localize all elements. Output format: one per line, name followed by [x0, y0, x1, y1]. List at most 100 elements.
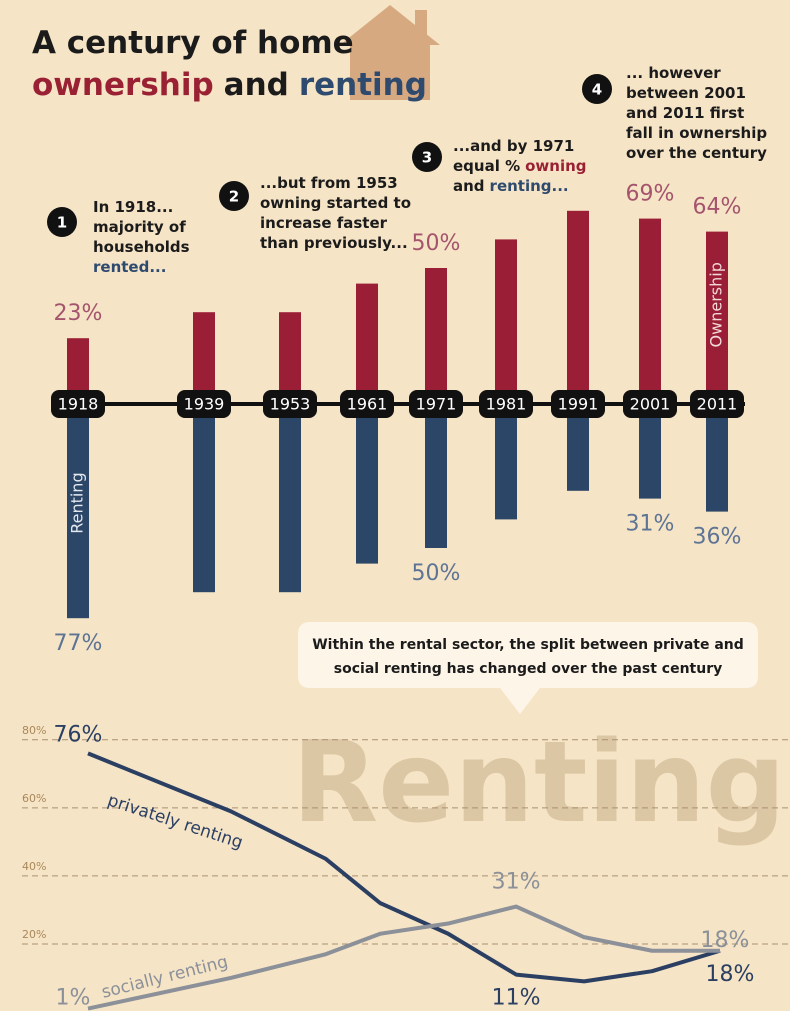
note-part: majority of: [93, 218, 186, 236]
title-part: renting: [299, 67, 427, 103]
value-label: 64%: [693, 195, 742, 220]
watermark: Renting: [292, 718, 786, 848]
note-part: renting...: [490, 177, 569, 195]
bar: [67, 338, 89, 398]
callout-box: [298, 622, 758, 714]
note-text: ...but from 1953: [260, 174, 398, 192]
note-part: ... however: [626, 64, 721, 82]
callout-text: social renting has changed over the past…: [334, 661, 722, 677]
note-text: ... however: [626, 64, 721, 82]
title-part: ownership: [32, 67, 214, 103]
line: [87, 751, 721, 984]
note-text: over the century: [626, 144, 767, 162]
note-badge: [47, 207, 77, 237]
bar: [356, 418, 378, 564]
value-label: 23%: [54, 301, 103, 326]
x-tick-label: 1991: [558, 395, 599, 414]
note-part: than previously...: [260, 234, 408, 252]
bar: [67, 418, 89, 619]
note-badge: [219, 181, 249, 211]
note-part: In 1918...: [93, 198, 173, 216]
note-text: fall in ownership: [626, 124, 767, 142]
note-number: 1: [57, 214, 67, 232]
x-tick-label: 1939: [184, 395, 225, 414]
value-label: 76%: [54, 722, 103, 747]
note-text: and 2011 first: [626, 104, 744, 122]
value-label: 50%: [412, 231, 461, 256]
note-text: majority of: [93, 218, 186, 236]
value-label: 31%: [492, 870, 541, 895]
value-label: 18%: [706, 962, 755, 987]
bar: [706, 231, 728, 398]
note-text: owning started to: [260, 194, 411, 212]
bar: [495, 239, 517, 398]
note-text: rented...: [93, 258, 166, 276]
legend-label: Renting: [68, 472, 87, 533]
note-part: households: [93, 238, 190, 256]
note-part: fall in ownership: [626, 124, 767, 142]
bar: [495, 418, 517, 520]
note-part: over the century: [626, 144, 767, 162]
value-label: 36%: [693, 525, 742, 550]
note-text: households: [93, 238, 190, 256]
note-part: equal %: [453, 157, 520, 175]
year-badge: [177, 390, 231, 418]
year-badge: [51, 390, 105, 418]
note-part: increase faster: [260, 214, 388, 232]
note-number: 2: [229, 188, 239, 206]
bar: [706, 418, 728, 512]
year-badge: [409, 390, 463, 418]
y-tick-label: 20%: [22, 928, 46, 941]
bar: [356, 283, 378, 398]
year-badge: [263, 390, 317, 418]
y-tick-label: 60%: [22, 792, 46, 805]
chart-title: A century of home: [32, 25, 354, 61]
note-badge: [412, 142, 442, 172]
legend-label: Ownership: [707, 262, 726, 347]
bar: [425, 268, 447, 398]
note-text: and renting...: [453, 177, 569, 195]
note-part: owning: [525, 157, 586, 175]
year-badge: [690, 390, 744, 418]
note-text: increase faster: [260, 214, 388, 232]
bar: [639, 418, 661, 499]
year-badge: [340, 390, 394, 418]
note-part: ...but from 1953: [260, 174, 398, 192]
note-text: equal % owning: [453, 157, 587, 175]
title-part: and: [224, 67, 289, 103]
value-label: 1%: [56, 986, 91, 1011]
y-tick-label: 80%: [22, 724, 46, 737]
x-tick-label: 1953: [270, 395, 311, 414]
value-label: 50%: [412, 561, 461, 586]
title-part: A century of home: [32, 25, 354, 61]
line: [87, 904, 720, 1011]
x-tick-label: 1971: [416, 395, 457, 414]
bar: [567, 210, 589, 398]
callout-text: Within the rental sector, the split betw…: [312, 637, 744, 653]
year-badge: [479, 390, 533, 418]
note-text: between 2001: [626, 84, 746, 102]
value-label: 11%: [492, 986, 541, 1011]
note-part: and: [453, 177, 485, 195]
bar: [193, 418, 215, 593]
chart-title: ownership and renting: [32, 67, 427, 103]
note-badge: [582, 74, 612, 104]
bar: [279, 312, 301, 398]
note-text: In 1918...: [93, 198, 173, 216]
bar: [567, 418, 589, 491]
note-number: 4: [592, 81, 602, 99]
note-part: owning started to: [260, 194, 411, 212]
bar: [639, 218, 661, 398]
note-text: ...and by 1971: [453, 137, 574, 155]
value-label: 69%: [626, 182, 675, 207]
note-part: between 2001: [626, 84, 746, 102]
note-part: ...and by 1971: [453, 137, 574, 155]
year-badge: [623, 390, 677, 418]
x-tick-label: 1961: [347, 395, 388, 414]
note-text: than previously...: [260, 234, 408, 252]
house-icon: [340, 5, 440, 100]
y-tick-label: 40%: [22, 860, 46, 873]
value-label: 18%: [701, 928, 750, 953]
